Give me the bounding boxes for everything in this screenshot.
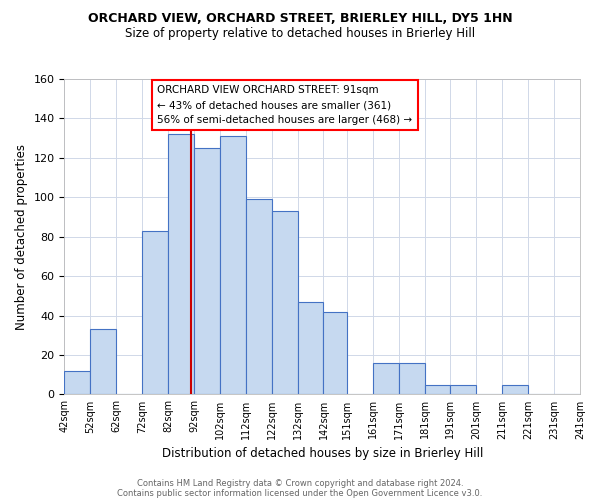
Bar	[246, 200, 272, 394]
Bar	[425, 384, 451, 394]
Bar	[502, 384, 528, 394]
X-axis label: Distribution of detached houses by size in Brierley Hill: Distribution of detached houses by size …	[161, 447, 483, 460]
Text: Contains public sector information licensed under the Open Government Licence v3: Contains public sector information licen…	[118, 488, 482, 498]
Text: Contains HM Land Registry data © Crown copyright and database right 2024.: Contains HM Land Registry data © Crown c…	[137, 478, 463, 488]
Bar	[64, 371, 91, 394]
Bar	[323, 312, 347, 394]
Bar	[398, 363, 425, 394]
Bar	[451, 384, 476, 394]
Y-axis label: Number of detached properties: Number of detached properties	[15, 144, 28, 330]
Bar	[142, 231, 168, 394]
Bar	[272, 211, 298, 394]
Bar	[194, 148, 220, 394]
Text: Size of property relative to detached houses in Brierley Hill: Size of property relative to detached ho…	[125, 28, 475, 40]
Bar	[373, 363, 398, 394]
Text: ORCHARD VIEW ORCHARD STREET: 91sqm
← 43% of detached houses are smaller (361)
56: ORCHARD VIEW ORCHARD STREET: 91sqm ← 43%…	[157, 86, 412, 125]
Text: ORCHARD VIEW, ORCHARD STREET, BRIERLEY HILL, DY5 1HN: ORCHARD VIEW, ORCHARD STREET, BRIERLEY H…	[88, 12, 512, 26]
Bar	[91, 330, 116, 394]
Bar	[220, 136, 246, 394]
Bar	[298, 302, 323, 394]
Bar	[168, 134, 194, 394]
